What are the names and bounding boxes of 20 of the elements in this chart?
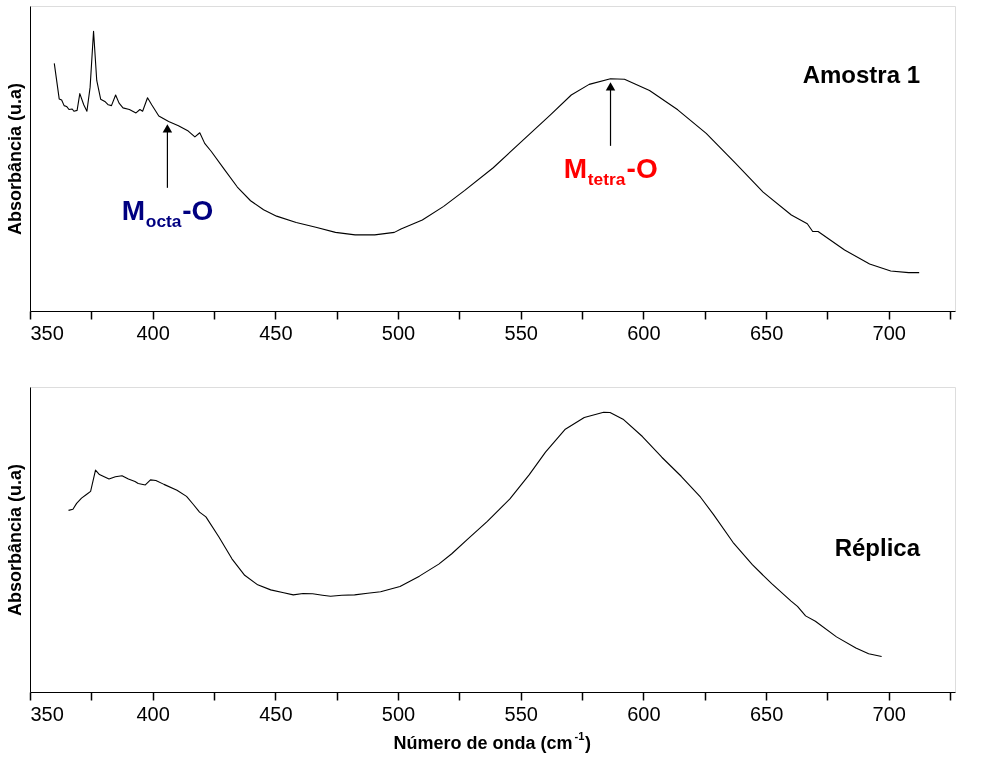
x-tick-label: 550 (504, 321, 538, 344)
x-tick-label: 650 (749, 321, 784, 344)
x-tick-label: 350 (30, 321, 64, 344)
x-tick-label: 700 (872, 321, 906, 344)
y-axis-title: Absorbância (u.a) (4, 82, 25, 236)
annotation: Réplica (834, 533, 921, 561)
x-tick-label: 450 (259, 702, 293, 725)
x-tick-label: 650 (749, 702, 784, 725)
x-tick-label: 500 (381, 321, 416, 344)
x-tick-label: 700 (872, 702, 906, 725)
y-axis-title: Absorbância (u.a) (4, 463, 25, 617)
x-tick-label: 450 (259, 321, 293, 344)
x-tick-label: 500 (381, 702, 416, 725)
annotation: Amostra 1 (802, 61, 920, 89)
x-tick-label: 350 (30, 702, 64, 725)
x-tick-label: 600 (627, 321, 661, 344)
x-tick-label: 400 (136, 702, 170, 725)
x-tick-label: 550 (504, 702, 538, 725)
x-tick-label: 400 (136, 321, 170, 344)
x-tick-label: 600 (627, 702, 661, 725)
